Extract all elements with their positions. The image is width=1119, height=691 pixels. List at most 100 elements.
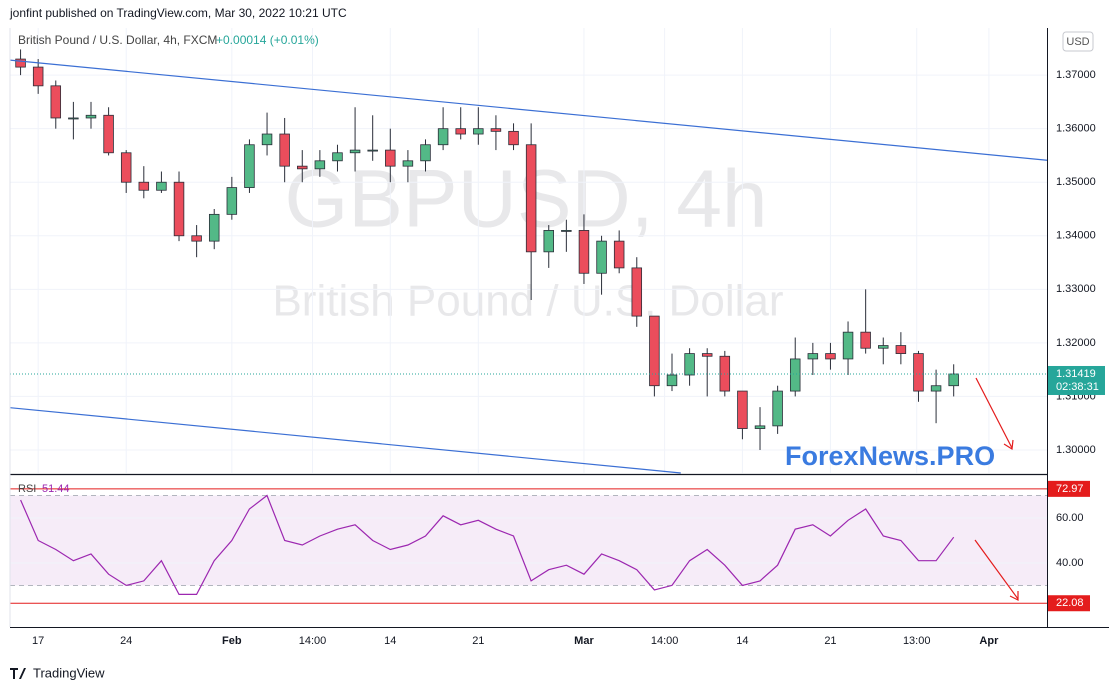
indicator-value: 51.44	[42, 483, 70, 495]
x-tick-label: Apr	[979, 635, 999, 647]
grid-layer	[10, 28, 1047, 586]
trendline	[9, 407, 681, 474]
marks-layer	[9, 49, 1048, 604]
candle-body	[367, 149, 378, 152]
y-tick-label: 1.30000	[1056, 444, 1096, 456]
candle-body	[420, 144, 431, 162]
y-tick-label: 1.36000	[1056, 123, 1096, 135]
candle-body	[32, 66, 44, 87]
candle-body	[191, 235, 202, 242]
y-tick-label: 40.00	[1056, 557, 1084, 569]
last-price-label: 1.31419	[1056, 368, 1096, 380]
candle-body	[314, 160, 326, 170]
watermark-subtitle: British Pound / U.S. Dollar	[272, 277, 783, 326]
y-tick-label: 1.34000	[1056, 230, 1096, 242]
y-tick-label: 1.33000	[1056, 283, 1096, 295]
rsi-band	[10, 495, 1047, 586]
rsi-line	[20, 494, 955, 595]
candle-body	[156, 181, 167, 191]
candle-body	[226, 187, 238, 215]
candle-body	[173, 181, 185, 237]
candle-body	[85, 114, 97, 119]
candle-body	[490, 128, 502, 132]
candle-body	[138, 181, 150, 191]
candle-body	[473, 128, 484, 135]
price-change: +0.00014 (+0.01%)	[216, 33, 319, 47]
x-tick-label: 14:00	[299, 635, 327, 647]
candle-body	[437, 128, 449, 146]
candle-body	[772, 390, 783, 427]
candle-body	[666, 374, 678, 387]
candle-body	[825, 353, 836, 360]
brand-watermark: ForexNews.PRO	[785, 441, 995, 471]
candle-body	[913, 353, 924, 392]
x-tick-label: 14:00	[651, 635, 679, 647]
level-badge	[1048, 480, 1090, 497]
trendline	[9, 59, 1048, 161]
x-tick-label: 17	[32, 635, 44, 647]
x-tick-label: 21	[824, 635, 836, 647]
candle-body	[208, 213, 220, 242]
candle-body	[385, 149, 396, 167]
candle-body	[103, 114, 114, 154]
x-tick-label: 21	[472, 635, 484, 647]
x-tick-label: 24	[120, 635, 132, 647]
candle-body	[244, 144, 255, 188]
candle-body	[349, 149, 361, 154]
candle-body	[455, 128, 466, 135]
y-tick-label: 1.37000	[1056, 69, 1096, 81]
candle-body	[120, 152, 132, 183]
candle-body	[878, 345, 889, 349]
countdown-label: 02:38:31	[1056, 381, 1099, 393]
candle-body	[631, 267, 643, 317]
candle-body	[948, 373, 959, 387]
indicator-title: RSI	[18, 483, 36, 495]
candle-body	[508, 130, 519, 146]
candle-body	[297, 165, 308, 170]
y-tick-label: 1.35000	[1056, 176, 1096, 188]
candle-body	[930, 385, 942, 392]
candle-body	[842, 331, 854, 360]
symbol-title: British Pound / U.S. Dollar, 4h, FXCM	[18, 33, 217, 47]
last-price-badge	[1048, 365, 1105, 395]
candle-body	[737, 390, 748, 429]
candle-body	[895, 345, 907, 354]
y-tick-label: 60.00	[1056, 512, 1084, 524]
x-tick-label: 14	[736, 635, 748, 647]
footer-logo	[10, 668, 26, 679]
currency[interactable]: USD	[1066, 36, 1089, 48]
candle-body	[261, 133, 273, 146]
candle-body	[525, 144, 537, 253]
candle-body	[649, 315, 660, 387]
footer-brand: TradingView	[33, 665, 105, 680]
x-tick-label: Feb	[222, 635, 242, 647]
candle-body	[578, 230, 590, 274]
candle-body	[807, 353, 819, 360]
candle-body	[402, 160, 414, 167]
level-badge	[1048, 595, 1090, 612]
candle-body	[561, 230, 572, 232]
candle-body	[754, 425, 766, 429]
candle-body	[701, 353, 713, 357]
candle-body	[332, 152, 343, 162]
level-label: 72.97	[1056, 483, 1084, 495]
candle-body	[684, 353, 695, 376]
x-tick-label: Mar	[574, 635, 594, 647]
x-tick-label: 13:00	[903, 635, 931, 647]
x-tick-label: 14	[384, 635, 396, 647]
candle-body	[279, 133, 290, 167]
currency-badge[interactable]	[1062, 31, 1094, 52]
candle-body	[543, 230, 554, 253]
candle-body	[613, 240, 625, 269]
candle-body	[860, 331, 871, 349]
candle-body	[789, 358, 801, 392]
candle-body	[50, 85, 62, 119]
arrow-annotation	[974, 377, 1019, 601]
publisher: jonfint published on TradingView.com, Ma…	[9, 6, 347, 20]
y-tick-label: 1.32000	[1056, 337, 1096, 349]
candle-body	[15, 58, 26, 68]
candle-body	[68, 117, 79, 120]
